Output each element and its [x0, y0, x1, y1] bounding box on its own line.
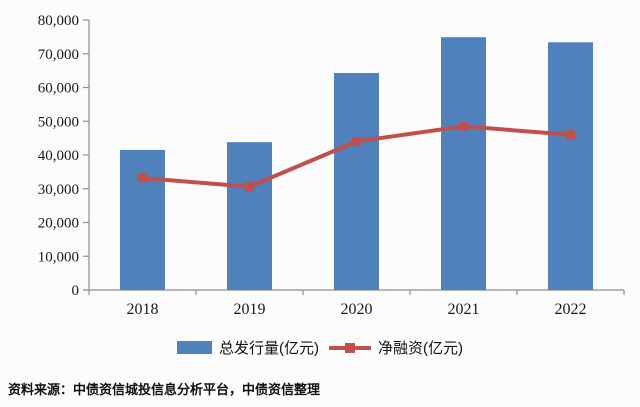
y-tick-label-2: 20,000 [38, 216, 79, 232]
bar-2020 [334, 72, 379, 290]
bar-2021 [441, 37, 486, 291]
source-note: 资料来源：中债资信城投信息分析平台，中债资信整理 [8, 382, 321, 397]
legend-item-net-financing: 净融资(亿元) [329, 337, 463, 358]
legend-label-net-financing: 净融资(亿元) [378, 340, 463, 357]
x-label-2020: 2020 [341, 301, 373, 318]
bar-2019 [227, 142, 272, 290]
y-tick-label-4: 40,000 [38, 148, 79, 164]
bar-2022 [548, 42, 593, 291]
bond-issuance-chart: 0 10,000 20,000 30,000 40,000 50,000 60,000 70,… [38, 13, 625, 318]
line-marker-2020 [352, 137, 361, 146]
bar-2018 [120, 149, 165, 290]
line-marker-2018 [138, 173, 147, 183]
y-tick-label-3: 30,000 [38, 182, 79, 198]
y-tick-label-5: 50,000 [38, 114, 79, 130]
bar-series-swatch [177, 341, 212, 354]
legend-square-marker-icon [345, 342, 355, 353]
legend-item-total-issuance: 总发行量(亿元) [177, 337, 319, 358]
legend-label-total-issuance: 总发行量(亿元) [219, 340, 319, 357]
y-tick-label-1: 10,000 [38, 249, 79, 265]
x-label-2022: 2022 [555, 301, 587, 318]
line-series-swatch [329, 342, 371, 354]
line-marker-2019 [245, 182, 254, 192]
line-marker-2021 [459, 121, 468, 131]
x-label-2018: 2018 [127, 301, 159, 318]
x-label-2021: 2021 [448, 301, 480, 318]
x-label-2019: 2019 [234, 301, 266, 318]
y-tick-label-6: 60,000 [38, 81, 79, 97]
y-tick-label-7: 70,000 [38, 47, 79, 63]
line-marker-2022 [566, 130, 575, 140]
y-tick-label-0: 0 [72, 283, 80, 299]
chart-legend: 总发行量(亿元) 净融资(亿元) [0, 337, 640, 358]
y-tick-label-8: 80,000 [38, 13, 79, 29]
